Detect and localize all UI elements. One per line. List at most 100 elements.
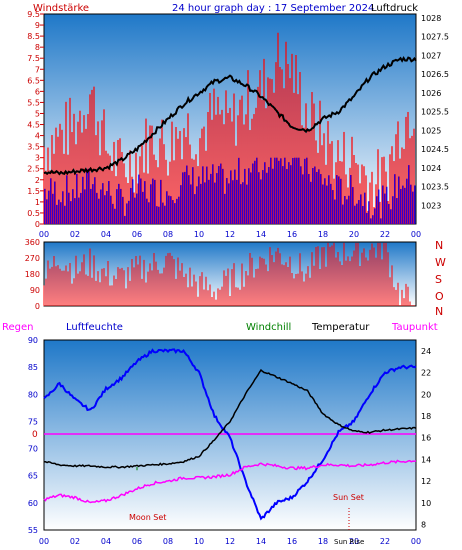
temperature-tick-label: 10 <box>421 499 431 508</box>
humidity-tick-label: 85 <box>28 363 38 372</box>
wind-tick-label: 4 <box>35 132 40 141</box>
time-tick-label: 20 <box>349 230 359 239</box>
wind-tick-label: 0 <box>35 220 40 229</box>
pressure-tick-label: 1024 <box>421 164 441 173</box>
pressure-axis: 1023 1023.5 1024 1024.5 1025 1025.5 1026 1026.5… <box>421 14 449 211</box>
dir-label-w: W <box>435 256 446 269</box>
rain-zero-label: 0 <box>32 430 38 440</box>
dir-label-o: O <box>435 290 444 303</box>
dewpoint-line <box>43 459 417 504</box>
legend-luftfeuchte: Luftfeuchte <box>66 322 123 333</box>
pressure-tick-label: 1025.5 <box>421 108 449 117</box>
temperature-tick-label: 22 <box>421 369 431 378</box>
time-tick-label: 10 <box>194 537 204 546</box>
legend-taupunkt: Taupunkt <box>391 322 438 333</box>
pressure-title: Luftdruck <box>371 3 418 14</box>
wind-tick-label: 3 <box>35 154 40 163</box>
legend-regen: Regen <box>2 322 34 333</box>
time-tick-label: 02 <box>70 537 80 546</box>
legend-windchill: Windchill <box>246 322 291 333</box>
wind-tick-label: 8 <box>35 43 40 52</box>
time-tick-label: 08 <box>163 537 173 546</box>
direction-tick-label: 0 <box>35 302 40 311</box>
sun-rise-label: Sun Rise <box>334 538 364 546</box>
wind-title: Windstärke <box>33 3 89 14</box>
time-tick-label: 18 <box>318 230 328 239</box>
legend-temperatur: Temperatur <box>311 322 370 333</box>
wind-pressure-series <box>43 32 417 224</box>
humidity-tick-label: 80 <box>28 390 38 399</box>
time-tick-label: 14 <box>256 537 266 546</box>
wind-tick-label: 7.5 <box>27 54 40 63</box>
sun-set-label: Sun Set <box>333 493 364 502</box>
humidity-tick-label: 75 <box>28 417 38 426</box>
temperature-axis: 8 10 12 14 16 18 20 22 24 <box>421 347 431 530</box>
temperature-tick-label: 18 <box>421 412 431 421</box>
wind-tick-label: 6.5 <box>27 76 40 85</box>
wind-axis: 0 0.5 1 1.5 2 2.5 3 3.5 4 4.5 5 5.5 6 6.5 7 7.5 8 8.5 9 9.5 <box>27 10 44 229</box>
pressure-tick-label: 1027.5 <box>421 33 449 42</box>
wind-tick-label: 5 <box>35 109 40 118</box>
time-tick-label: 00 <box>39 230 49 239</box>
wind-tick-label: 2 <box>35 176 40 185</box>
chart-title: 24 hour graph day : 17 September 2024 <box>172 3 374 14</box>
pressure-tick-label: 1026 <box>421 89 441 98</box>
time-tick-label: 00 <box>411 537 421 546</box>
pressure-tick-label: 1025 <box>421 126 441 135</box>
pressure-tick-label: 1024.5 <box>421 145 449 154</box>
time-tick-label: 08 <box>163 230 173 239</box>
pressure-tick-label: 1028 <box>421 14 441 23</box>
time-tick-label: 10 <box>194 230 204 239</box>
humidity-line <box>43 348 417 521</box>
direction-tick-label: 360 <box>25 238 40 247</box>
time-tick-label: 02 <box>70 230 80 239</box>
direction-labels: N W S O N <box>435 239 446 318</box>
time-axis-bottom: 00 02 04 06 08 10 12 14 16 18 20 22 00 <box>39 537 421 546</box>
time-tick-label: 14 <box>256 230 266 239</box>
wind-direction-series <box>43 242 415 306</box>
wind-tick-label: 3.5 <box>27 143 40 152</box>
time-tick-label: 20 <box>349 537 359 546</box>
humidity-tick-label: 55 <box>28 526 38 535</box>
time-axis-top: 00 02 04 06 08 10 12 14 16 18 20 22 00 <box>39 230 421 239</box>
time-tick-label: 00 <box>39 537 49 546</box>
wind-tick-label: 8.5 <box>27 32 40 41</box>
direction-tick-label: 270 <box>25 254 40 263</box>
time-tick-label: 22 <box>380 537 390 546</box>
temperature-tick-label: 8 <box>421 521 426 530</box>
wind-tick-label: 4.5 <box>27 121 40 130</box>
humidity-tick-label: 65 <box>28 472 38 481</box>
wind-tick-label: 1 <box>35 198 40 207</box>
time-tick-label: 22 <box>380 230 390 239</box>
wind-tick-label: 5.5 <box>27 98 40 107</box>
wind-tick-label: 9 <box>35 21 40 30</box>
wind-tick-label: 9.5 <box>27 10 40 19</box>
wind-tick-label: 6 <box>35 87 40 96</box>
pressure-tick-label: 1023.5 <box>421 183 449 192</box>
direction-tick-label: 180 <box>25 270 40 279</box>
time-tick-label: 04 <box>101 230 111 239</box>
humidity-tick-label: 70 <box>28 445 38 454</box>
pressure-line <box>43 55 417 176</box>
wind-tick-label: 2.5 <box>27 165 40 174</box>
temperature-tick-label: 24 <box>421 347 431 356</box>
direction-tick-label: 90 <box>30 286 40 295</box>
pressure-tick-label: 1023 <box>421 201 441 210</box>
pressure-tick-label: 1026.5 <box>421 70 449 79</box>
temperature-line <box>44 368 417 469</box>
time-tick-label: 06 <box>132 230 142 239</box>
temperature-tick-label: 14 <box>421 455 431 464</box>
time-tick-label: 12 <box>225 230 235 239</box>
time-tick-label: 16 <box>287 230 297 239</box>
wind-tick-label: 0.5 <box>27 209 40 218</box>
humidity-axis: 55 60 65 70 75 80 85 90 <box>28 336 38 535</box>
temperature-tick-label: 20 <box>421 390 431 399</box>
dir-label-n1: N <box>435 239 443 252</box>
temperature-tick-label: 16 <box>421 434 431 443</box>
wind-tick-label: 7 <box>35 65 40 74</box>
temperature-tick-label: 12 <box>421 477 431 486</box>
humidity-tick-label: 90 <box>28 336 38 345</box>
dir-label-n2: N <box>435 305 443 318</box>
direction-axis: 0 90 180 270 360 <box>25 238 40 311</box>
